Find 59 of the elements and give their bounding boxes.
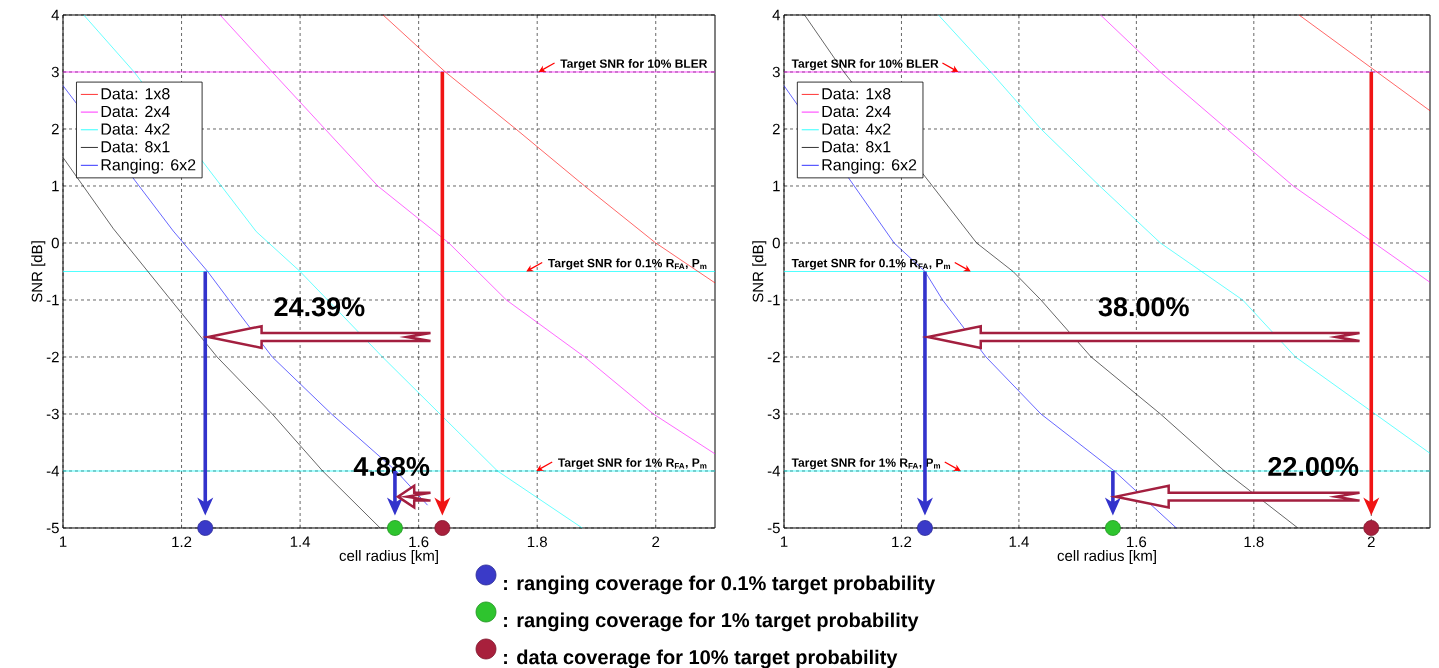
y-tick-label: -4 [767,465,781,477]
legend-label: Data: 1x8 [822,88,891,100]
line-series [382,14,716,284]
y-tick-label: -4 [46,465,60,477]
y-tick-label: 3 [51,66,59,78]
annotation: 22.00% [1268,456,1359,477]
text: : ranging coverage for 1% target probability [504,612,919,632]
y-tick-label: 2 [51,123,59,135]
legend-label: Ranging: 6x2 [101,158,196,174]
x-axis-title: cell radius [km] [1057,550,1156,564]
y-tick-label: 0 [772,237,780,249]
x-tick-label: 1.4 [290,536,311,547]
y-tick-label: -5 [767,522,780,534]
x-tick-label: 2 [1367,536,1375,547]
y-axis-title: SNR [dB] [752,241,767,303]
y-tick-label: 1 [52,180,59,192]
y-tick-label: 4 [51,9,60,21]
x-tick-label: 1.8 [527,536,547,548]
legend-label: Data: 2x4 [101,105,170,118]
y-tick-label: -3 [767,408,780,420]
x-axis-title: cell radius [km] [339,550,438,564]
ref-line-label: Target SNR for 1% R$_{FA}$, P$_{m}$ [558,458,707,470]
ref-line-label: Target SNR for 0.1% R$_{FA}$, P$_{m}$ [791,258,951,270]
text: : data coverage for 10% target probability [504,649,898,668]
annotation: 24.39% [274,297,365,317]
ref-line-label: Target SNR for 0.1% R$_{FA}$, P$_{m}$ [548,258,707,270]
annotation: 38.00% [1098,297,1189,317]
y-tick-label: -3 [46,408,59,420]
x-tick-label: 2 [652,536,660,547]
y-tick-label: 2 [772,123,780,135]
legend-label: Data: 4x2 [101,123,170,135]
x-tick-label: 1 [59,536,67,547]
x-tick-label: 1.6 [1127,536,1147,548]
y-tick-label: -1 [46,294,59,306]
legend-label: Data: 4x2 [822,123,891,135]
legend-label: Data: 2x4 [822,105,891,118]
y-tick-label: 3 [772,66,780,78]
ref-line-label: Target SNR for 10% BLER [791,59,939,71]
x-tick-label: 1.8 [1244,536,1264,548]
annotation: 4.88% [353,456,430,477]
legend-label: Ranging: 6x2 [822,158,917,174]
legend-label: Data: 8x1 [101,141,170,153]
y-tick-label: -2 [767,351,780,363]
x-tick-label: 1.2 [892,536,912,547]
legend-label: Data: 1x8 [101,88,170,100]
ref-line-label: Target SNR for 10% BLER [560,59,708,71]
y-tick-label: 1 [773,180,780,192]
x-tick-label: 1.2 [172,536,192,547]
y-tick-label: 4 [772,9,781,21]
text: : ranging coverage for 0.1% target probability [504,575,936,595]
legend-label: Data: 8x1 [822,141,891,153]
y-tick-label: -5 [46,522,59,534]
y-tick-label: -1 [767,294,780,306]
x-tick-label: 1.4 [1009,536,1029,547]
y-tick-label: -2 [46,351,59,363]
x-tick-label: 1.6 [409,536,429,548]
x-tick-label: 1 [780,536,788,547]
y-axis-title: SNR [dB] [31,241,46,303]
y-tick-label: 0 [51,237,59,249]
